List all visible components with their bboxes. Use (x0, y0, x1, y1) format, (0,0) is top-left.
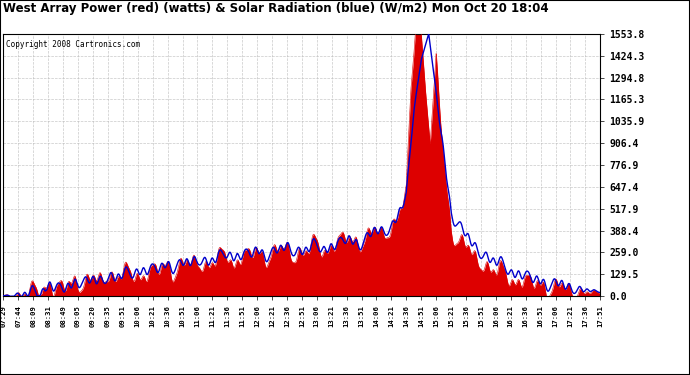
Text: West Array Power (red) (watts) & Solar Radiation (blue) (W/m2) Mon Oct 20 18:04: West Array Power (red) (watts) & Solar R… (3, 2, 549, 15)
Text: Copyright 2008 Cartronics.com: Copyright 2008 Cartronics.com (6, 40, 141, 50)
